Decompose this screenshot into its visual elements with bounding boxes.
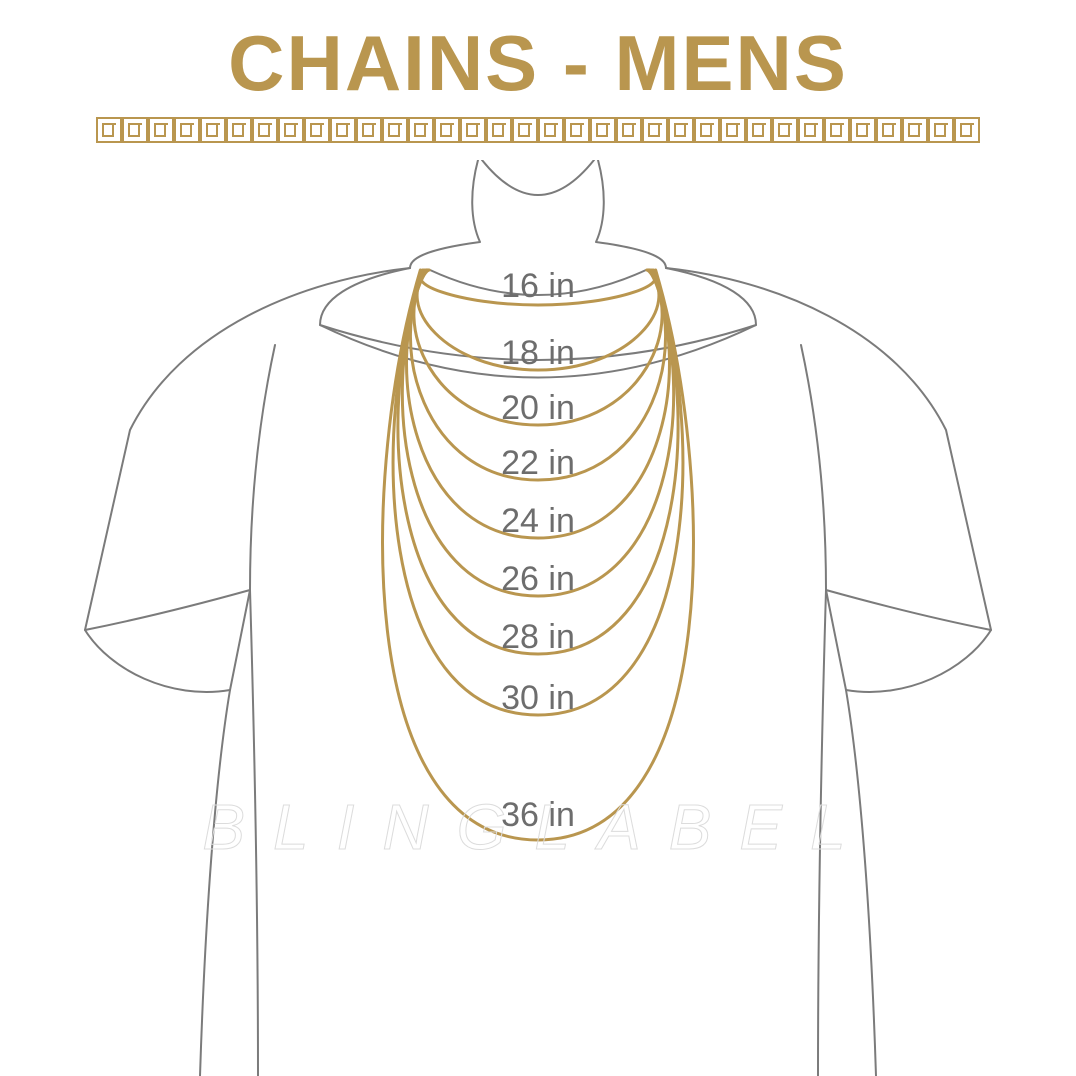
greek-key-unit	[642, 117, 668, 143]
greek-key-unit	[252, 117, 278, 143]
greek-key-unit	[564, 117, 590, 143]
greek-key-unit	[122, 117, 148, 143]
greek-key-unit	[668, 117, 694, 143]
chain-size-label: 28 in	[501, 618, 575, 657]
greek-key-unit	[330, 117, 356, 143]
greek-key-unit	[720, 117, 746, 143]
greek-key-unit	[382, 117, 408, 143]
greek-key-unit	[460, 117, 486, 143]
chain-size-label: 20 in	[501, 389, 575, 428]
greek-key-unit	[486, 117, 512, 143]
chain-size-label: 18 in	[501, 334, 575, 373]
greek-key-unit	[174, 117, 200, 143]
greek-key-unit	[408, 117, 434, 143]
chain-size-label: 16 in	[501, 267, 575, 306]
chain-size-label: 30 in	[501, 679, 575, 718]
greek-key-unit	[304, 117, 330, 143]
chain-size-label: 22 in	[501, 444, 575, 483]
greek-key-unit	[278, 117, 304, 143]
page-title: CHAINS - MENS	[0, 0, 1076, 109]
greek-key-unit	[96, 117, 122, 143]
greek-key-unit	[772, 117, 798, 143]
page: CHAINS - MENS	[0, 0, 1076, 1076]
greek-key-unit	[902, 117, 928, 143]
greek-key-unit	[590, 117, 616, 143]
chain-size-label: 26 in	[501, 560, 575, 599]
greek-key-unit	[148, 117, 174, 143]
greek-key-unit	[512, 117, 538, 143]
greek-key-unit	[824, 117, 850, 143]
greek-key-unit	[434, 117, 460, 143]
greek-key-unit	[850, 117, 876, 143]
greek-key-unit	[954, 117, 980, 143]
greek-key-unit	[928, 117, 954, 143]
greek-key-unit	[694, 117, 720, 143]
greek-key-unit	[876, 117, 902, 143]
greek-key-unit	[538, 117, 564, 143]
greek-key-unit	[226, 117, 252, 143]
greek-key-unit	[200, 117, 226, 143]
greek-key-unit	[746, 117, 772, 143]
greek-key-unit	[616, 117, 642, 143]
figure-container: 16 in 18 in 20 in 22 in 24 in 26 in 28 in 30 in…	[0, 160, 1076, 1076]
greek-key-unit	[798, 117, 824, 143]
greek-key-border	[0, 117, 1076, 143]
chain-size-label: 36 in	[501, 796, 575, 835]
chain-size-label: 24 in	[501, 502, 575, 541]
greek-key-unit	[356, 117, 382, 143]
